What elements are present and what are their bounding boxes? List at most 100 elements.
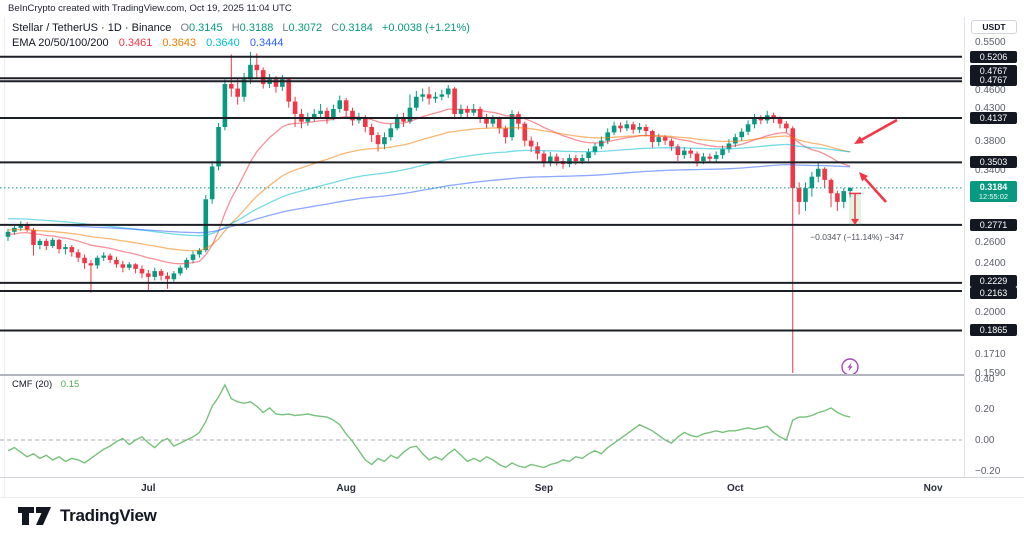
candle-body [528, 140, 534, 147]
candle-body [745, 124, 751, 132]
cmf-title: CMF (20) [12, 379, 53, 390]
candle-body [311, 113, 317, 118]
candle-body [439, 94, 445, 97]
candle-body [43, 240, 49, 246]
annotation-arrow-line [864, 177, 887, 203]
candle-body [445, 88, 451, 95]
candle-body [803, 188, 808, 202]
candle-body [95, 257, 100, 266]
candle-body [248, 64, 253, 80]
price-chart-canvas[interactable]: −0.0347 (−11.14%) −347 Jul Aug Sep Oct Nov [0, 0, 963, 537]
candle-body [407, 107, 413, 122]
candle-body [694, 153, 700, 162]
candle-body [152, 271, 158, 277]
candle-body [784, 123, 789, 129]
candle-body [318, 110, 323, 114]
candle-body [624, 124, 630, 129]
candle-body [822, 168, 827, 180]
candle-body [554, 156, 559, 162]
candle-body [503, 128, 508, 138]
candle-body [362, 117, 368, 127]
candle-body [662, 137, 668, 141]
candle-body [24, 224, 30, 230]
candle-body [139, 268, 145, 274]
symbol-title[interactable]: Stellar / TetherUS · 1D · Binance [12, 22, 172, 34]
chart-frame [0, 17, 1024, 497]
candle-body [605, 132, 611, 141]
lightning-icon [847, 362, 853, 372]
high-value: 0.3188 [239, 22, 274, 34]
candle-body [490, 119, 496, 124]
price-tick: 0.4600 [975, 84, 1006, 96]
price-tick: 0.3800 [975, 135, 1006, 147]
candle-body [471, 108, 477, 113]
ema50-value: 0.3643 [162, 37, 197, 49]
candle-body [388, 128, 394, 138]
candle-body [382, 137, 387, 145]
candle-body [426, 94, 432, 99]
candle-body [796, 188, 802, 202]
footer-bar: TradingView [0, 498, 1024, 537]
pane-separator[interactable] [0, 374, 1024, 376]
ema-legend[interactable]: EMA 20/50/100/200 0.3461 0.3643 0.3640 0… [12, 36, 284, 51]
candle-body [599, 140, 604, 147]
cmf-legend[interactable]: CMF (20) 0.15 [12, 379, 79, 390]
tradingview-logo[interactable]: TradingView [18, 506, 157, 526]
candle-body [809, 176, 815, 189]
time-axis-label[interactable]: Sep [535, 483, 553, 494]
price-level-badge: 0.1865 [970, 324, 1017, 337]
ema200-value: 0.3444 [249, 37, 284, 49]
currency-chip: USDT [971, 20, 1017, 34]
tradingview-logo-text: TradingView [60, 506, 157, 525]
ema-50-line [7, 126, 851, 252]
candle-body [688, 150, 693, 154]
candle-body [273, 79, 279, 87]
candle-body [579, 158, 585, 162]
price-tick: 0.5500 [975, 37, 1006, 49]
frame-left-border [4, 17, 5, 497]
candle-body [50, 239, 55, 246]
candle-body [126, 264, 132, 268]
candle-body [337, 100, 343, 109]
open-value: 0.3145 [189, 22, 223, 34]
price-scale-axis[interactable]: USDT 0.5500 0.4600 0.4300 0.3800 0.3400 0.260… [964, 17, 1024, 477]
candle-body [69, 247, 75, 253]
price-tick: 0.1710 [975, 348, 1006, 360]
candle-body [414, 96, 419, 108]
candle-body [197, 250, 202, 255]
ema-20-line [7, 108, 851, 265]
candle-body [484, 117, 489, 124]
candle-body [235, 88, 240, 97]
close-value: 0.3184 [339, 22, 373, 34]
candle-body [720, 149, 725, 156]
price-tick: 0.1590 [975, 368, 1006, 380]
candle-body [31, 229, 36, 245]
candle-body [586, 152, 591, 159]
candle-body [669, 140, 674, 147]
time-axis-separator [0, 477, 1024, 478]
candle-body [815, 168, 821, 177]
price-level-badge: 0.5206 [970, 50, 1017, 63]
candle-body [82, 257, 87, 264]
candle-body [120, 264, 126, 268]
time-axis-label[interactable]: Oct [727, 483, 744, 494]
annotation-arrow-line [861, 118, 898, 141]
time-axis-label[interactable]: Jul [141, 483, 156, 494]
price-level-badge: 0.2229 [970, 274, 1017, 287]
price-tick: 0.4300 [975, 102, 1006, 114]
candle-body [177, 267, 183, 274]
candle-body [369, 126, 374, 136]
candle-body [630, 124, 636, 130]
candle-body [477, 108, 483, 118]
candle-body [37, 240, 43, 245]
candle-body [611, 125, 617, 133]
candle-body [18, 224, 24, 228]
price-level-badge: 0.2163 [970, 286, 1017, 299]
price-level-badge: 0.2771 [970, 218, 1017, 231]
high-label: H [231, 22, 240, 34]
price-level-badge: 0.4767 [970, 74, 1017, 87]
time-axis-label[interactable]: Nov [924, 483, 943, 494]
attribution-text: BeInCrypto created with TradingView.com,… [8, 3, 292, 14]
symbol-legend[interactable]: Stellar / TetherUS · 1D · Binance O0.314… [12, 21, 470, 36]
time-axis-label[interactable]: Aug [336, 483, 355, 494]
